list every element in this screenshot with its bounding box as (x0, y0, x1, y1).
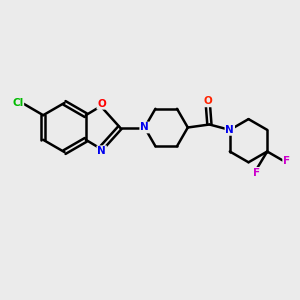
Text: F: F (253, 168, 260, 178)
Text: N: N (140, 122, 149, 133)
Text: O: O (203, 96, 212, 106)
Text: N: N (97, 146, 106, 156)
Text: F: F (283, 155, 290, 166)
Text: N: N (225, 125, 234, 135)
Text: Cl: Cl (12, 98, 23, 108)
Text: O: O (97, 99, 106, 109)
